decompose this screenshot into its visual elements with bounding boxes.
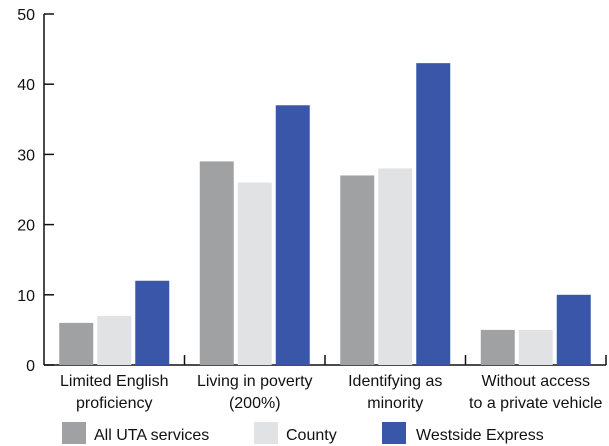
legend-label: Westside Express	[416, 427, 544, 444]
x-category-label: Identifying as	[348, 373, 442, 390]
bar-county	[378, 168, 413, 365]
bar-westside-express	[135, 280, 170, 365]
legend-swatch	[62, 422, 86, 444]
x-category-label: Limited English	[60, 373, 169, 390]
bar-all-uta-services	[199, 161, 234, 365]
bar-westside-express	[275, 105, 310, 365]
y-tick-labels: 0 10 20 30 40 50	[17, 7, 35, 375]
bar-county	[518, 329, 553, 365]
x-category-label: minority	[367, 395, 423, 412]
bar-county	[237, 182, 272, 365]
y-tick-label: 20	[17, 218, 35, 235]
y-tick-label: 0	[26, 358, 35, 375]
x-category-label: proficiency	[76, 395, 152, 412]
bars	[59, 63, 591, 365]
legend-label: County	[286, 427, 337, 444]
y-tick-label: 50	[17, 7, 35, 24]
x-category-label: (200%)	[229, 395, 281, 412]
bar-all-uta-services	[59, 322, 94, 365]
bar-all-uta-services	[340, 175, 375, 365]
legend-swatch	[382, 422, 406, 444]
legend: All UTA services County Westside Express	[62, 422, 544, 444]
x-category-label: Living in poverty	[197, 373, 313, 390]
bar-westside-express	[556, 294, 591, 365]
y-tick-label: 10	[17, 288, 35, 305]
axes	[43, 13, 607, 366]
bar-county	[97, 315, 132, 365]
y-tick-label: 40	[17, 77, 35, 94]
x-category-label: to a private vehicle	[469, 395, 603, 412]
x-category-labels: Limited English proficiency Living in pove…	[60, 373, 603, 412]
bar-all-uta-services	[480, 329, 515, 365]
x-category-label: Without access	[482, 373, 590, 390]
legend-label: All UTA services	[94, 427, 209, 444]
legend-swatch	[254, 422, 278, 444]
y-tick-label: 30	[17, 147, 35, 164]
bar-westside-express	[416, 63, 451, 365]
